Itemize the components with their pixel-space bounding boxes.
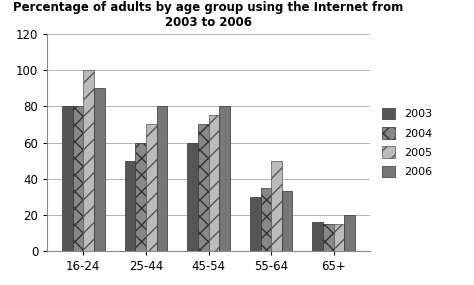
Bar [83, 70, 94, 251]
Bar [323, 224, 334, 251]
Bar [198, 125, 209, 251]
Bar [73, 106, 83, 251]
Bar [334, 224, 345, 251]
Bar [261, 188, 271, 251]
Bar [187, 142, 198, 251]
Bar [219, 106, 230, 251]
Legend: 2003, 2004, 2005, 2006: 2003, 2004, 2005, 2006 [379, 105, 436, 180]
Bar [125, 160, 135, 251]
Title: Percentage of adults by age group using the Internet from
2003 to 2006: Percentage of adults by age group using … [13, 1, 404, 29]
Bar [146, 125, 156, 251]
Bar [135, 142, 146, 251]
Bar [345, 215, 355, 251]
Bar [156, 106, 167, 251]
Bar [271, 160, 282, 251]
Bar [62, 106, 73, 251]
Bar [94, 88, 105, 251]
Bar [282, 191, 292, 251]
Bar [250, 197, 261, 251]
Bar [312, 222, 323, 251]
Bar [209, 115, 219, 251]
